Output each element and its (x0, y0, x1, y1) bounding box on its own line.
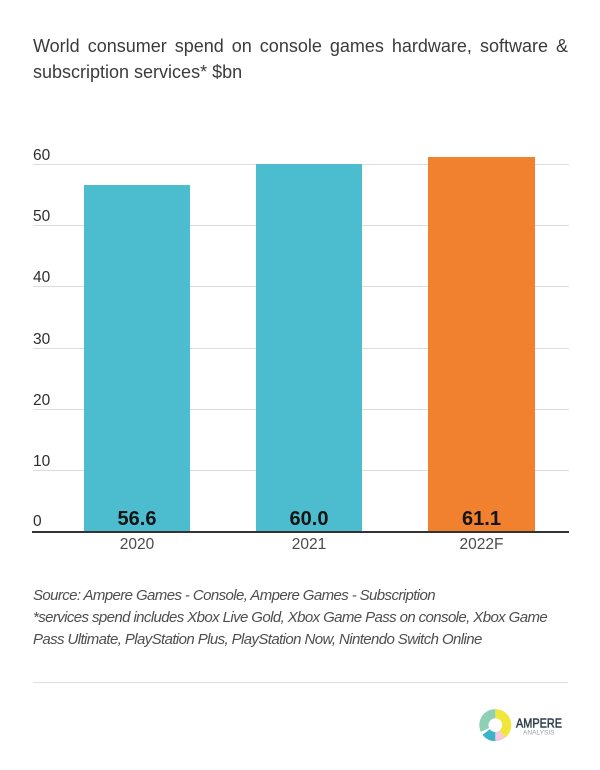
svg-text:AMPERE: AMPERE (516, 715, 562, 730)
svg-text:ANALYSIS: ANALYSIS (523, 729, 555, 736)
